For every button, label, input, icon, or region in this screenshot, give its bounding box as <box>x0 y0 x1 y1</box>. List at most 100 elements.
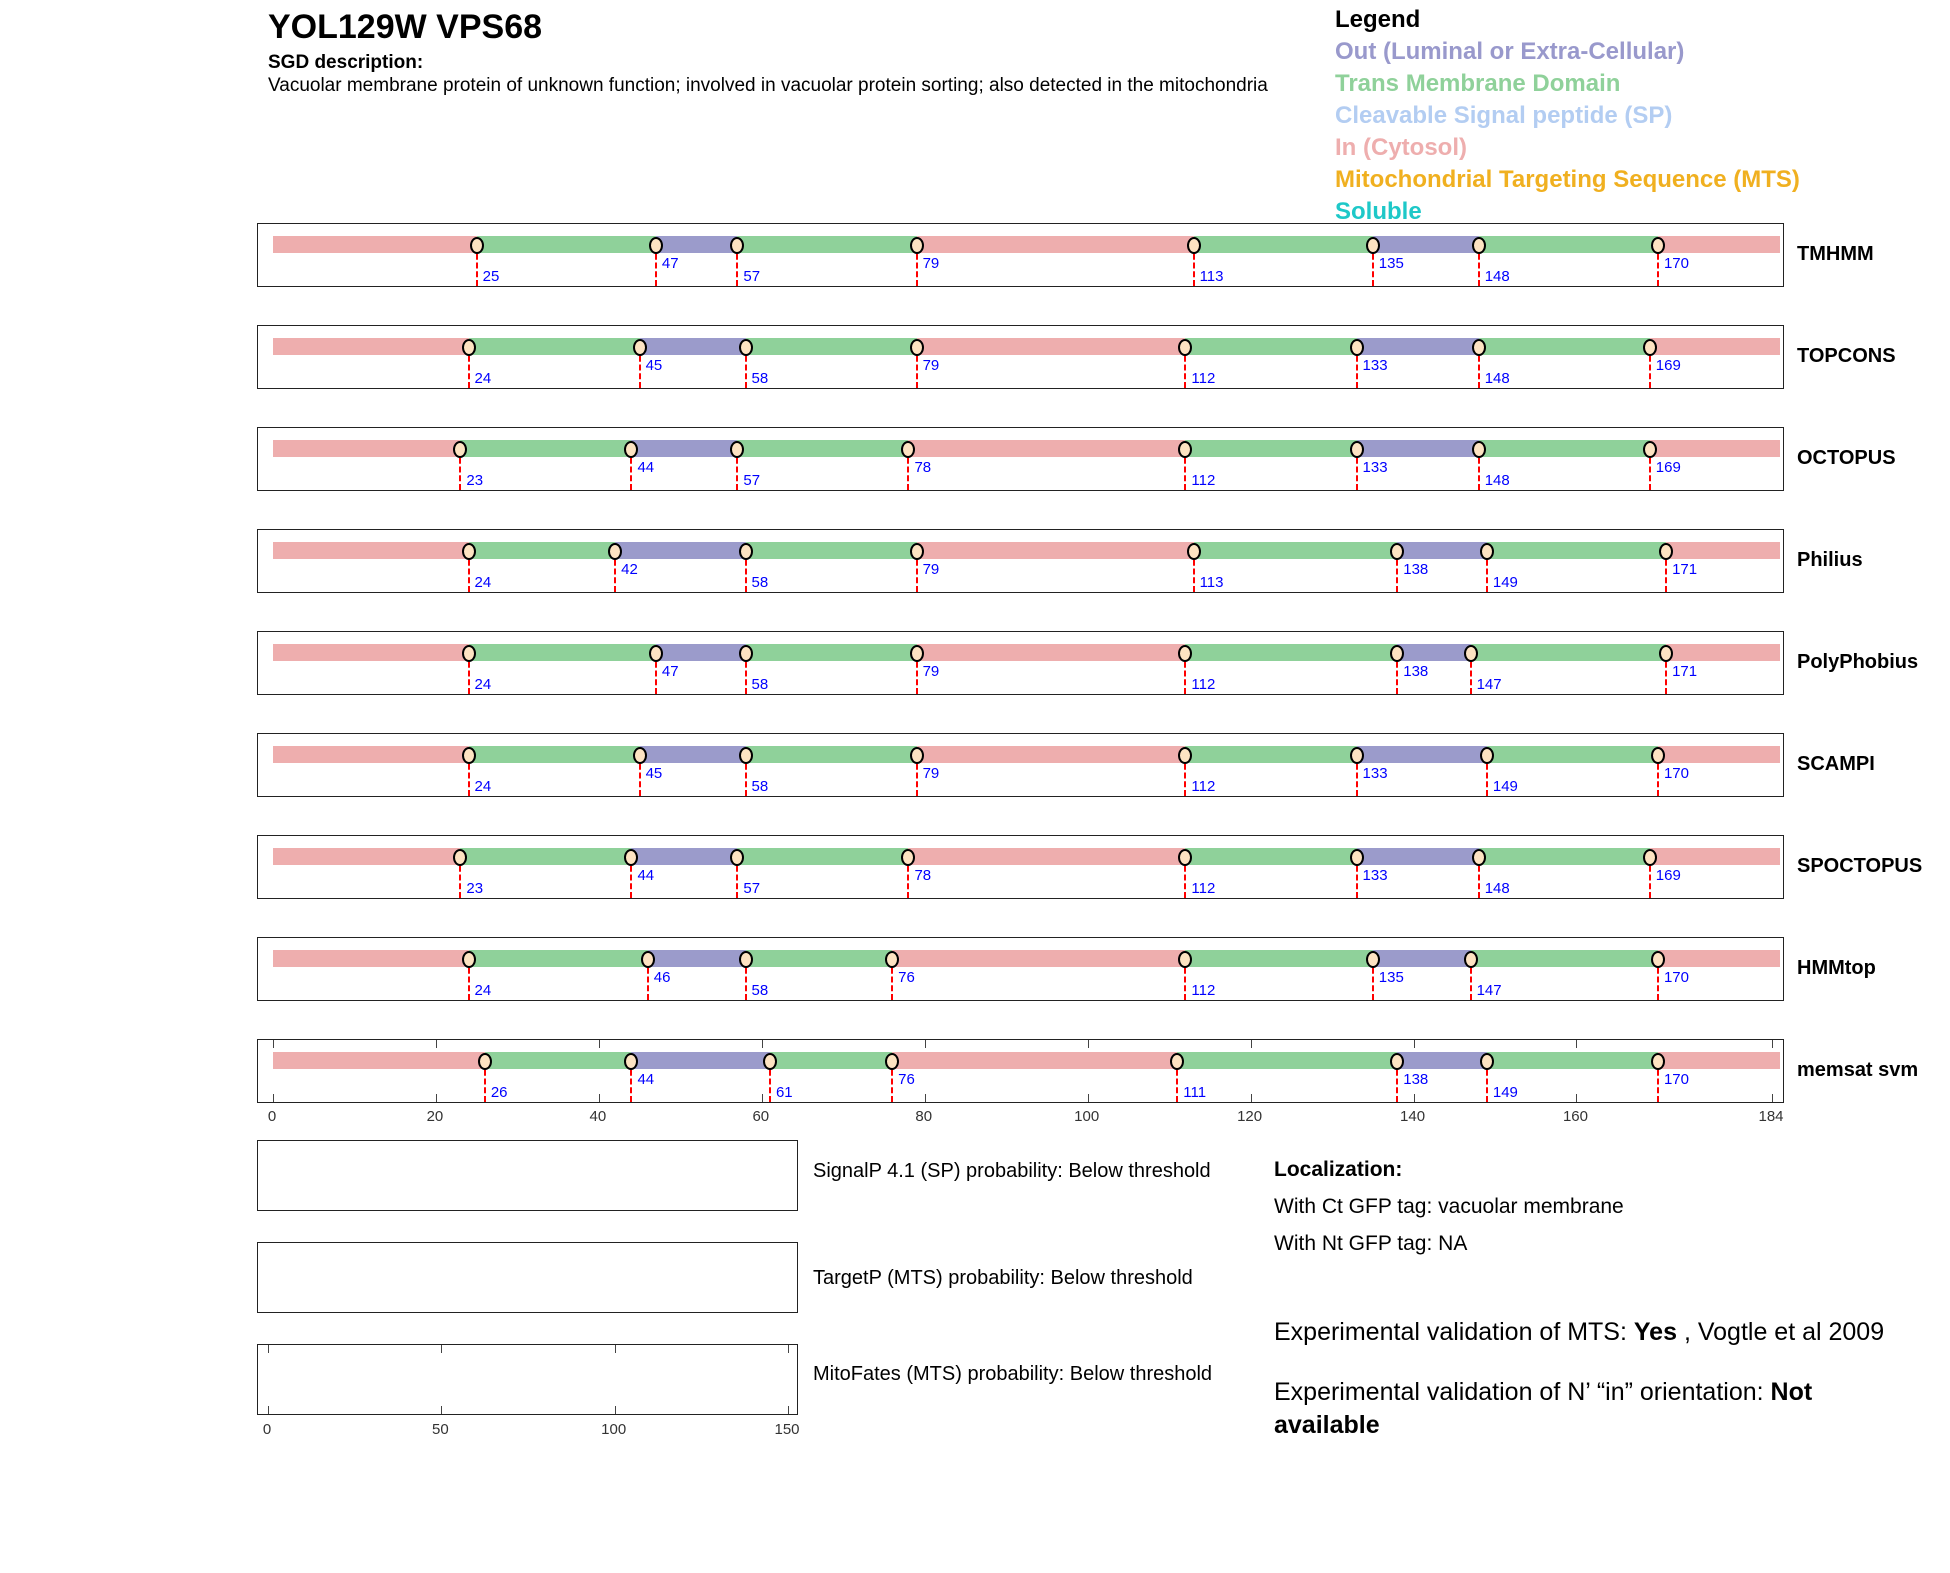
segment-in <box>273 644 469 661</box>
boundary-line <box>1396 653 1399 694</box>
boundary-marker <box>632 747 647 764</box>
boundary-marker <box>624 849 639 866</box>
boundary-line <box>467 755 470 796</box>
prob-tick <box>614 1406 616 1414</box>
mts-validation-ref: , Vogtle et al 2009 <box>1677 1318 1885 1346</box>
boundary-label: 147 <box>1476 982 1502 999</box>
boundary-label: 26 <box>490 1084 508 1101</box>
boundary-label: 170 <box>1663 969 1689 986</box>
segment-in <box>273 848 461 865</box>
targetp-plot <box>257 1242 798 1313</box>
axis-tick-label: 100 <box>1074 1108 1100 1125</box>
boundary-label: 169 <box>1655 459 1681 476</box>
boundary-label: 24 <box>474 778 492 795</box>
boundary-line <box>467 551 470 592</box>
boundary-line <box>1176 1061 1179 1102</box>
mts-validation: Experimental validation of MTS: Yes , Vo… <box>1274 1316 1894 1349</box>
boundary-marker <box>1642 849 1657 866</box>
boundary-label: 58 <box>751 574 769 591</box>
boundary-marker <box>1178 951 1193 968</box>
boundary-marker <box>1471 339 1486 356</box>
boundary-line <box>1477 347 1480 388</box>
boundary-label: 148 <box>1484 268 1510 285</box>
boundary-marker <box>1650 237 1665 254</box>
segment-tm <box>745 542 917 559</box>
boundary-label: 45 <box>645 357 663 374</box>
boundary-line <box>483 1061 486 1102</box>
boundary-line <box>915 551 918 592</box>
mts-validation-label: Experimental validation of MTS: <box>1274 1318 1634 1346</box>
boundary-marker <box>909 339 924 356</box>
boundary-marker <box>1390 645 1405 662</box>
segment-out <box>1356 338 1479 355</box>
axis-tick-label: 160 <box>1562 1108 1588 1125</box>
boundary-line <box>907 449 910 490</box>
boundary-line <box>654 653 657 694</box>
track-name: SPOCTOPUS <box>1797 855 1923 877</box>
boundary-label: 147 <box>1476 676 1502 693</box>
boundary-marker <box>1479 747 1494 764</box>
axis-tick <box>1413 1040 1415 1048</box>
segment-out <box>631 1052 770 1069</box>
axis-tick <box>1772 1094 1773 1102</box>
axis-tick <box>1087 1094 1089 1102</box>
prob-tick <box>268 1406 269 1414</box>
track-name: Philius <box>1797 549 1863 571</box>
boundary-marker <box>1186 237 1201 254</box>
boundary-marker <box>1463 951 1478 968</box>
boundary-marker <box>730 849 745 866</box>
segment-in <box>1649 848 1781 865</box>
boundary-marker <box>1390 1053 1405 1070</box>
segment-tm <box>1185 644 1398 661</box>
segment-out <box>1356 746 1487 763</box>
boundary-line <box>736 857 739 898</box>
track-octopus: 23 44 57 78 112 133 148 169 <box>257 427 1784 491</box>
boundary-marker <box>909 543 924 560</box>
prob-tick <box>788 1345 789 1353</box>
segment-tm <box>1193 542 1398 559</box>
boundary-line <box>1656 245 1659 286</box>
boundary-line <box>638 755 641 796</box>
boundary-label: 149 <box>1492 574 1518 591</box>
boundary-label: 79 <box>922 561 940 578</box>
boundary-marker <box>624 1053 639 1070</box>
segment-out <box>639 746 746 763</box>
prob-tick-label: 100 <box>601 1421 627 1438</box>
boundary-line <box>1192 245 1195 286</box>
axis-tick <box>435 1094 437 1102</box>
boundary-marker <box>1390 543 1405 560</box>
boundary-line <box>1656 1061 1659 1102</box>
targetp-text: TargetP (MTS) probability: Below thresho… <box>813 1267 1193 1289</box>
boundary-label: 42 <box>621 561 638 578</box>
track-name: OCTOPUS <box>1797 447 1896 469</box>
localization-ct: With Ct GFP tag: vacuolar membrane <box>1274 1195 1624 1218</box>
legend-item: Mitochondrial Targeting Sequence (MTS) <box>1335 166 1800 193</box>
boundary-label: 138 <box>1403 561 1429 578</box>
boundary-marker <box>1365 951 1380 968</box>
boundary-label: 170 <box>1663 255 1689 272</box>
segment-out <box>1356 848 1479 865</box>
axis-tick <box>1250 1040 1252 1048</box>
track-polyphobius: 24 47 58 79 112 138 147 171 <box>257 631 1784 695</box>
axis-tick <box>1413 1094 1415 1102</box>
axis-tick <box>1576 1040 1578 1048</box>
legend: Legend Out (Luminal or Extra-Cellular) Tr… <box>1335 4 1800 228</box>
boundary-line <box>459 449 462 490</box>
boundary-label: 44 <box>637 459 655 476</box>
segment-tm <box>745 644 917 661</box>
segment-in <box>916 236 1194 253</box>
axis-tick-label: 40 <box>589 1108 607 1125</box>
boundary-label: 149 <box>1492 778 1518 795</box>
track-name: TMHMM <box>1797 243 1874 265</box>
axis-tick <box>761 1094 763 1102</box>
segment-tm <box>468 950 648 967</box>
segment-tm <box>1185 950 1373 967</box>
boundary-marker <box>1479 1053 1494 1070</box>
boundary-line <box>915 755 918 796</box>
boundary-line <box>630 857 633 898</box>
axis-tick <box>273 1094 274 1102</box>
boundary-marker <box>1659 645 1674 662</box>
segment-in <box>908 848 1186 865</box>
boundary-marker <box>640 951 655 968</box>
segment-out <box>1397 542 1487 559</box>
